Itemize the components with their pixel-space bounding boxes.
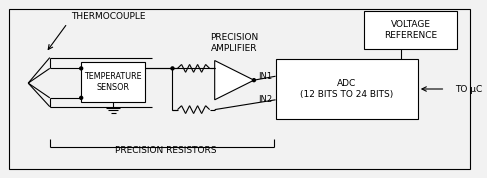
Circle shape — [171, 67, 174, 70]
Circle shape — [252, 79, 255, 82]
Bar — [364, 11, 457, 49]
Circle shape — [80, 67, 83, 70]
Circle shape — [80, 96, 83, 99]
Text: PRECISION
AMPLIFIER: PRECISION AMPLIFIER — [210, 33, 259, 53]
Text: THERMOCOUPLE: THERMOCOUPLE — [72, 12, 146, 21]
Polygon shape — [215, 61, 254, 100]
Text: ADC
(12 BITS TO 24 BITS): ADC (12 BITS TO 24 BITS) — [300, 79, 393, 99]
Text: IN1: IN1 — [259, 72, 273, 81]
Text: PRECISION RESISTORS: PRECISION RESISTORS — [115, 146, 216, 155]
Bar — [276, 59, 418, 119]
Bar — [81, 62, 145, 102]
Text: IN2: IN2 — [259, 95, 273, 104]
Text: TEMPERATURE
SENSOR: TEMPERATURE SENSOR — [84, 72, 142, 92]
Text: VOLTAGE
REFERENCE: VOLTAGE REFERENCE — [384, 20, 437, 40]
Text: TO μC: TO μC — [455, 85, 483, 93]
